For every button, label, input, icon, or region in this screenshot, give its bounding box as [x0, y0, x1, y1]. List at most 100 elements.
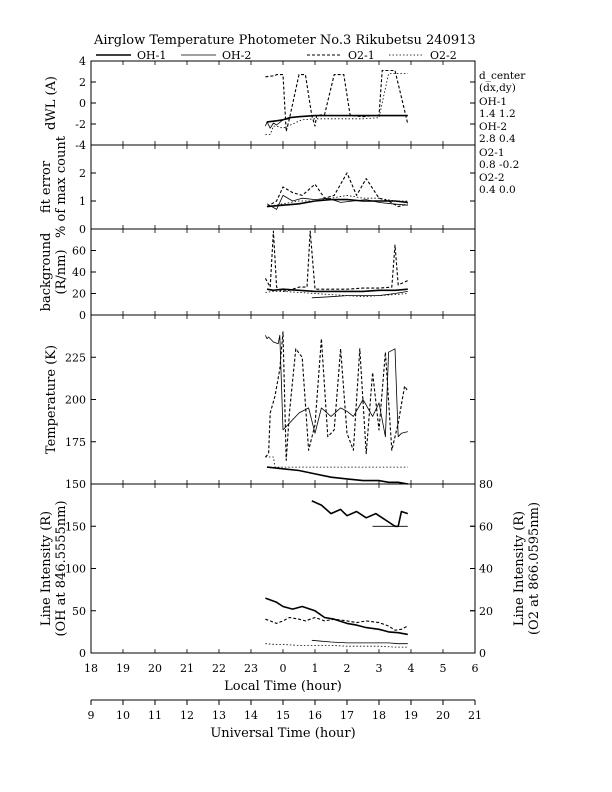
legend-label: OH-1	[137, 49, 166, 62]
x-ut-tick-label: 10	[116, 709, 130, 722]
x-ut-tick-label: 20	[436, 709, 450, 722]
series-line-oh-1	[265, 597, 408, 636]
legend-label: OH-2	[222, 49, 251, 62]
x-ut-axis-label: Universal Time (hour)	[210, 726, 355, 741]
side-o21-label: O2-1	[479, 147, 505, 159]
x-ut-tick-label: 12	[180, 709, 194, 722]
y-axis-label: Line Intensity (R)	[39, 511, 54, 626]
chart-title: Airglow Temperature Photometer No.3 Riku…	[93, 33, 476, 48]
y-tick-label: 2	[79, 76, 86, 89]
y-tick-label: 0	[79, 223, 86, 236]
y-tick-label: -2	[75, 118, 86, 131]
x-local-axis-label: Local Time (hour)	[224, 679, 342, 694]
y-tick-label: 200	[65, 394, 86, 407]
series-line-oh-2	[311, 291, 408, 299]
panel-frame	[90, 228, 476, 316]
series-line-o2-1	[264, 331, 409, 461]
series-line-o2-1	[265, 69, 409, 132]
series-line-o2-2	[265, 643, 408, 648]
x-ut-tick-label: 15	[276, 709, 290, 722]
legend-label: O2-2	[430, 49, 457, 62]
y2-tick-label: 60	[479, 520, 493, 533]
y2-tick-label: 80	[479, 478, 493, 491]
x-ut-tick-label: 19	[404, 709, 418, 722]
x-ut-tick-label: 16	[308, 709, 322, 722]
side-info: d_center (dx,dy) OH-1 1.4 1.2 OH-2 2.8 0…	[479, 70, 526, 196]
x-ut-tick-label: 9	[88, 709, 95, 722]
y2-tick-label: 40	[479, 563, 493, 576]
y-tick-label: 100	[65, 563, 86, 576]
series-line-o2-2	[265, 290, 408, 298]
y-tick-label: 20	[72, 288, 86, 301]
y-tick-label: 150	[65, 478, 86, 491]
y2-axis-label: Line Intensity (R)	[512, 511, 527, 626]
y-tick-label: 40	[72, 266, 86, 279]
side-header2: (dx,dy)	[479, 82, 516, 94]
panel-fit: 2 1 0 fit error% of max count	[39, 135, 476, 238]
series-line-oh-1	[266, 114, 408, 123]
side-oh2-label: OH-2	[479, 121, 507, 133]
panel-dwl: 4 2 0 -2 -4 dWL (A)	[44, 55, 476, 152]
x-local-tick-label: 21	[180, 662, 194, 675]
x-local-tick-label: 1	[312, 662, 319, 675]
legend-label: O2-1	[348, 49, 375, 62]
series-line-oh-2	[265, 118, 290, 129]
series-line-oh-1	[311, 500, 409, 528]
x-local-tick-label: 6	[472, 662, 479, 675]
side-oh2-value: 2.8 0.4	[479, 133, 516, 145]
x-local-tick-label: 0	[280, 662, 287, 675]
panel-frame	[90, 60, 476, 146]
y-tick-label: 225	[65, 351, 86, 364]
x-local-tick-label: 19	[116, 662, 130, 675]
y-tick-label: -4	[75, 139, 86, 152]
panel-temp: 225 200 175 150 Temperature (K)	[44, 314, 476, 491]
x-local-tick-label: 3	[376, 662, 383, 675]
legend: OH-1 OH-2 O2-1 O2-2	[96, 49, 457, 62]
x-local-tick-label: 20	[148, 662, 162, 675]
x-local-tick-label: 4	[408, 662, 415, 675]
y2-tick-label: 0	[479, 647, 486, 660]
series-line-oh-1	[266, 466, 408, 485]
x-local-tick-label: 18	[84, 662, 98, 675]
side-o22-value: 0.4 0.0	[479, 184, 516, 196]
y-tick-label: 0	[79, 97, 86, 110]
y-axis-label-2: (OH at 846.5555nm)	[54, 500, 69, 636]
x-local-tick-label: 2	[344, 662, 351, 675]
side-oh1-value: 1.4 1.2	[479, 108, 516, 120]
x-local-tick-label: 22	[212, 662, 226, 675]
y-tick-label: 175	[65, 436, 86, 449]
series-line-oh-2	[311, 639, 408, 645]
y-axis-label-2: (R/nm)	[54, 249, 69, 294]
series-line-o2-2	[265, 73, 408, 135]
y-axis-label-2: % of max count	[54, 135, 69, 238]
x-ut-tick-label: 21	[468, 709, 482, 722]
x-ut-tick-label: 18	[372, 709, 386, 722]
y-tick-label: 50	[72, 605, 86, 618]
x-local-tick-label: 5	[440, 662, 447, 675]
series-line-o2-1	[266, 172, 408, 208]
x-local-tick-label: 23	[244, 662, 258, 675]
y-tick-label: 0	[79, 647, 86, 660]
side-o21-value: 0.8 -0.2	[479, 159, 519, 171]
series-line-o2-1	[265, 616, 409, 631]
y-tick-label: 0	[79, 309, 86, 322]
y2-axis-label-2: (O2 at 866.0595nm)	[527, 502, 542, 635]
series-line-oh-2	[266, 194, 408, 210]
y-tick-label: 4	[79, 55, 86, 68]
y-tick-label: 2	[79, 167, 86, 180]
series-line-oh-2	[265, 334, 408, 438]
y2-tick-label: 20	[479, 605, 493, 618]
series-line-o2-1	[264, 230, 409, 292]
side-header1: d_center	[479, 70, 526, 82]
x-ut-tick-label: 13	[212, 709, 226, 722]
y-tick-label: 60	[72, 245, 86, 258]
y-tick-label: 1	[79, 195, 86, 208]
y-axis-label: dWL (A)	[44, 76, 59, 130]
x-ut-tick-label: 17	[340, 709, 354, 722]
y-axis-label: Temperature (K)	[44, 345, 59, 454]
x-ut-tick-label: 11	[148, 709, 162, 722]
side-oh1-label: OH-1	[479, 96, 507, 108]
